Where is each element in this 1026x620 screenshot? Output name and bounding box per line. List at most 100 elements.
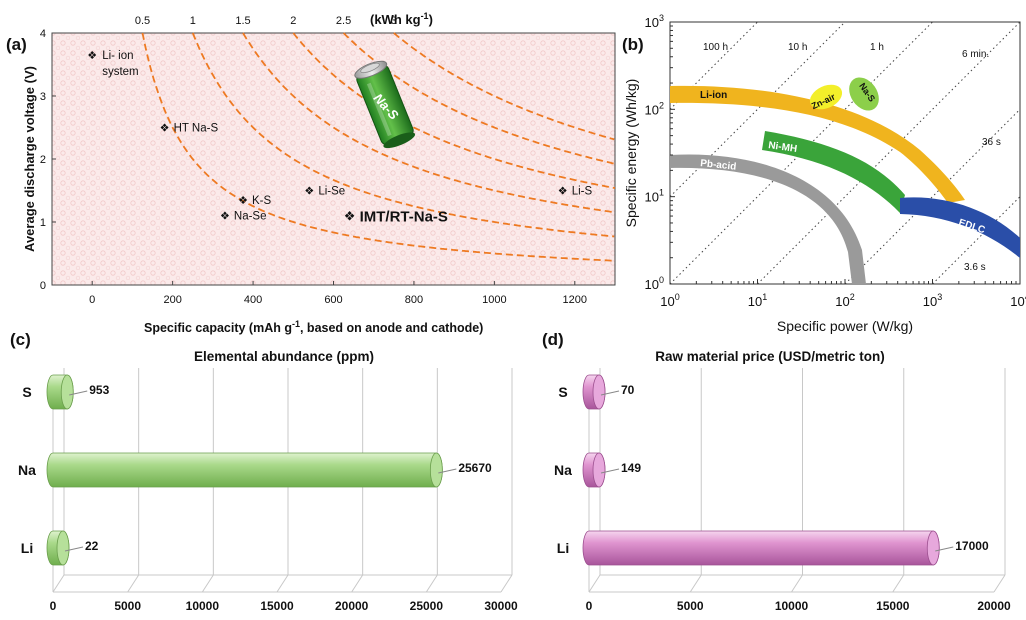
- region-ni-mh: [762, 131, 905, 213]
- bar: [46, 452, 457, 488]
- panel-c-label: (c): [10, 330, 31, 349]
- point-marker: ❖: [344, 209, 356, 224]
- region-label-li-ion: Li-ion: [700, 90, 727, 101]
- x-tick-label: 600: [324, 294, 342, 306]
- x-tick-label: 20000: [977, 599, 1011, 613]
- time-line-label: 1 h: [870, 42, 884, 53]
- y-tick-label: 100: [645, 275, 664, 292]
- panel-a-y-axis-label: Average discharge voltage (V): [22, 66, 37, 252]
- x-tick-label: 800: [405, 294, 423, 306]
- y-tick-label: 1: [40, 217, 46, 229]
- top-tick-label: 2.5: [336, 15, 351, 27]
- panel-a-chart: 0 200 400 600 800 1000 1200 0 1 2 3 4 0.5 1 1.5 2 2.5 3 ❖…: [6, 11, 616, 335]
- value-leader: [600, 390, 620, 396]
- panel-d-bars: [582, 374, 954, 566]
- y-tick-label: 103: [645, 13, 664, 30]
- grid-line-floor: [127, 574, 140, 593]
- region-na-s: [849, 77, 879, 111]
- point-marker: ❖: [160, 123, 170, 135]
- value-leader: [438, 468, 457, 474]
- region-pb-acid: [670, 154, 866, 284]
- time-labels: 100 h 10 h 1 h 6 min. 36 s 3.6 s: [703, 42, 1001, 273]
- x-tick-label: 15000: [260, 599, 294, 613]
- top-tick-label: 3: [391, 15, 397, 27]
- point-label: IMT/RT-Na-S: [360, 209, 448, 226]
- panel-b-x-axis-label: Specific power (W/kg): [777, 318, 913, 334]
- y-tick-label: 4: [40, 28, 46, 40]
- x-tick-label: 5000: [677, 599, 704, 613]
- y-tick-label: 101: [645, 188, 664, 205]
- panel-b-chart: Li-ion Ni-MH Pb-acid EDLC Zn-air Na-S 10…: [622, 13, 1026, 334]
- bar-body: [582, 530, 940, 566]
- category-label: Li: [21, 540, 33, 556]
- top-tick-label: 0.5: [135, 15, 150, 27]
- value-leader: [64, 546, 84, 552]
- panel-d-grid: 0 5000 10000 15000 20000: [586, 368, 1011, 613]
- point-label: Na-Se: [234, 211, 267, 223]
- top-tick-label: 1.5: [235, 15, 250, 27]
- point-label: HT Na-S: [174, 123, 219, 135]
- category-label: Na: [18, 462, 36, 478]
- category-label: Li: [557, 540, 569, 556]
- x-tick-label: 30000: [484, 599, 518, 613]
- time-line-label: 3.6 s: [964, 262, 986, 273]
- bar-cap: [592, 452, 606, 488]
- y-tick-label: 3: [40, 91, 46, 103]
- panel-c-chart: (c) Elemental abundance (ppm) 0 5000 10000…: [10, 330, 518, 613]
- y-tick-label: 0: [40, 280, 46, 292]
- point-marker: ❖: [558, 186, 568, 198]
- value-label: 22: [85, 539, 99, 553]
- panel-c-labels: S 953 Na 25670 Li 22: [18, 383, 492, 556]
- value-label: 149: [621, 461, 641, 475]
- x-tick-label: 1000: [482, 294, 506, 306]
- grid-line-floor: [689, 574, 702, 593]
- time-line-label: 100 h: [703, 42, 728, 53]
- category-label: S: [22, 384, 31, 400]
- bar: [582, 374, 620, 410]
- x-tick-label: 100: [660, 292, 679, 309]
- top-tick-label: 2: [290, 15, 296, 27]
- grid-line-floor: [588, 574, 601, 593]
- time-line: [757, 21, 1021, 285]
- bar-body: [46, 452, 443, 488]
- x-tick-label: 10000: [775, 599, 809, 613]
- x-tick-label: 200: [163, 294, 181, 306]
- grid-line-floor: [500, 574, 513, 593]
- energy-curve: [242, 32, 615, 214]
- panel-d-labels: S 70 Na 149 Li 17000: [554, 383, 989, 556]
- category-label: S: [558, 384, 567, 400]
- bar: [582, 530, 954, 566]
- point-marker: ❖: [87, 50, 97, 62]
- grid-line-floor: [993, 574, 1006, 593]
- time-line-label: 36 s: [982, 137, 1001, 148]
- x-tick-label: 10000: [186, 599, 220, 613]
- x-tick-label: 15000: [876, 599, 910, 613]
- panel-d-title: Raw material price (USD/metric ton): [655, 349, 885, 364]
- time-line: [844, 108, 1021, 285]
- panel-a-label: (a): [6, 35, 27, 54]
- point-label: system: [102, 66, 138, 78]
- grid-line-floor: [425, 574, 438, 593]
- x-tick-label: 400: [244, 294, 262, 306]
- region-edlc: [900, 197, 1020, 258]
- bar-cap: [56, 530, 70, 566]
- region-label-pb-acid: Pb-acid: [700, 158, 737, 173]
- grid-line-floor: [201, 574, 214, 593]
- x-tick-label: 0: [586, 599, 593, 613]
- point-marker: ❖: [304, 186, 314, 198]
- time-line-label: 6 min.: [962, 49, 989, 60]
- bar: [46, 530, 84, 566]
- bar-cap: [429, 452, 443, 488]
- x-tick-label: 104: [1010, 292, 1026, 309]
- x-tick-label: 5000: [114, 599, 141, 613]
- x-tick-label: 25000: [410, 599, 444, 613]
- x-tick-label: 20000: [335, 599, 369, 613]
- energy-curve: [141, 32, 614, 262]
- point-marker: ❖: [238, 195, 248, 207]
- bar: [582, 452, 620, 488]
- panel-a-top-axis-label: (kWh kg-1): [370, 11, 433, 27]
- battery-icon: Na-S: [354, 60, 416, 149]
- y-tick-label: 2: [40, 154, 46, 166]
- grid-line-floor: [276, 574, 289, 593]
